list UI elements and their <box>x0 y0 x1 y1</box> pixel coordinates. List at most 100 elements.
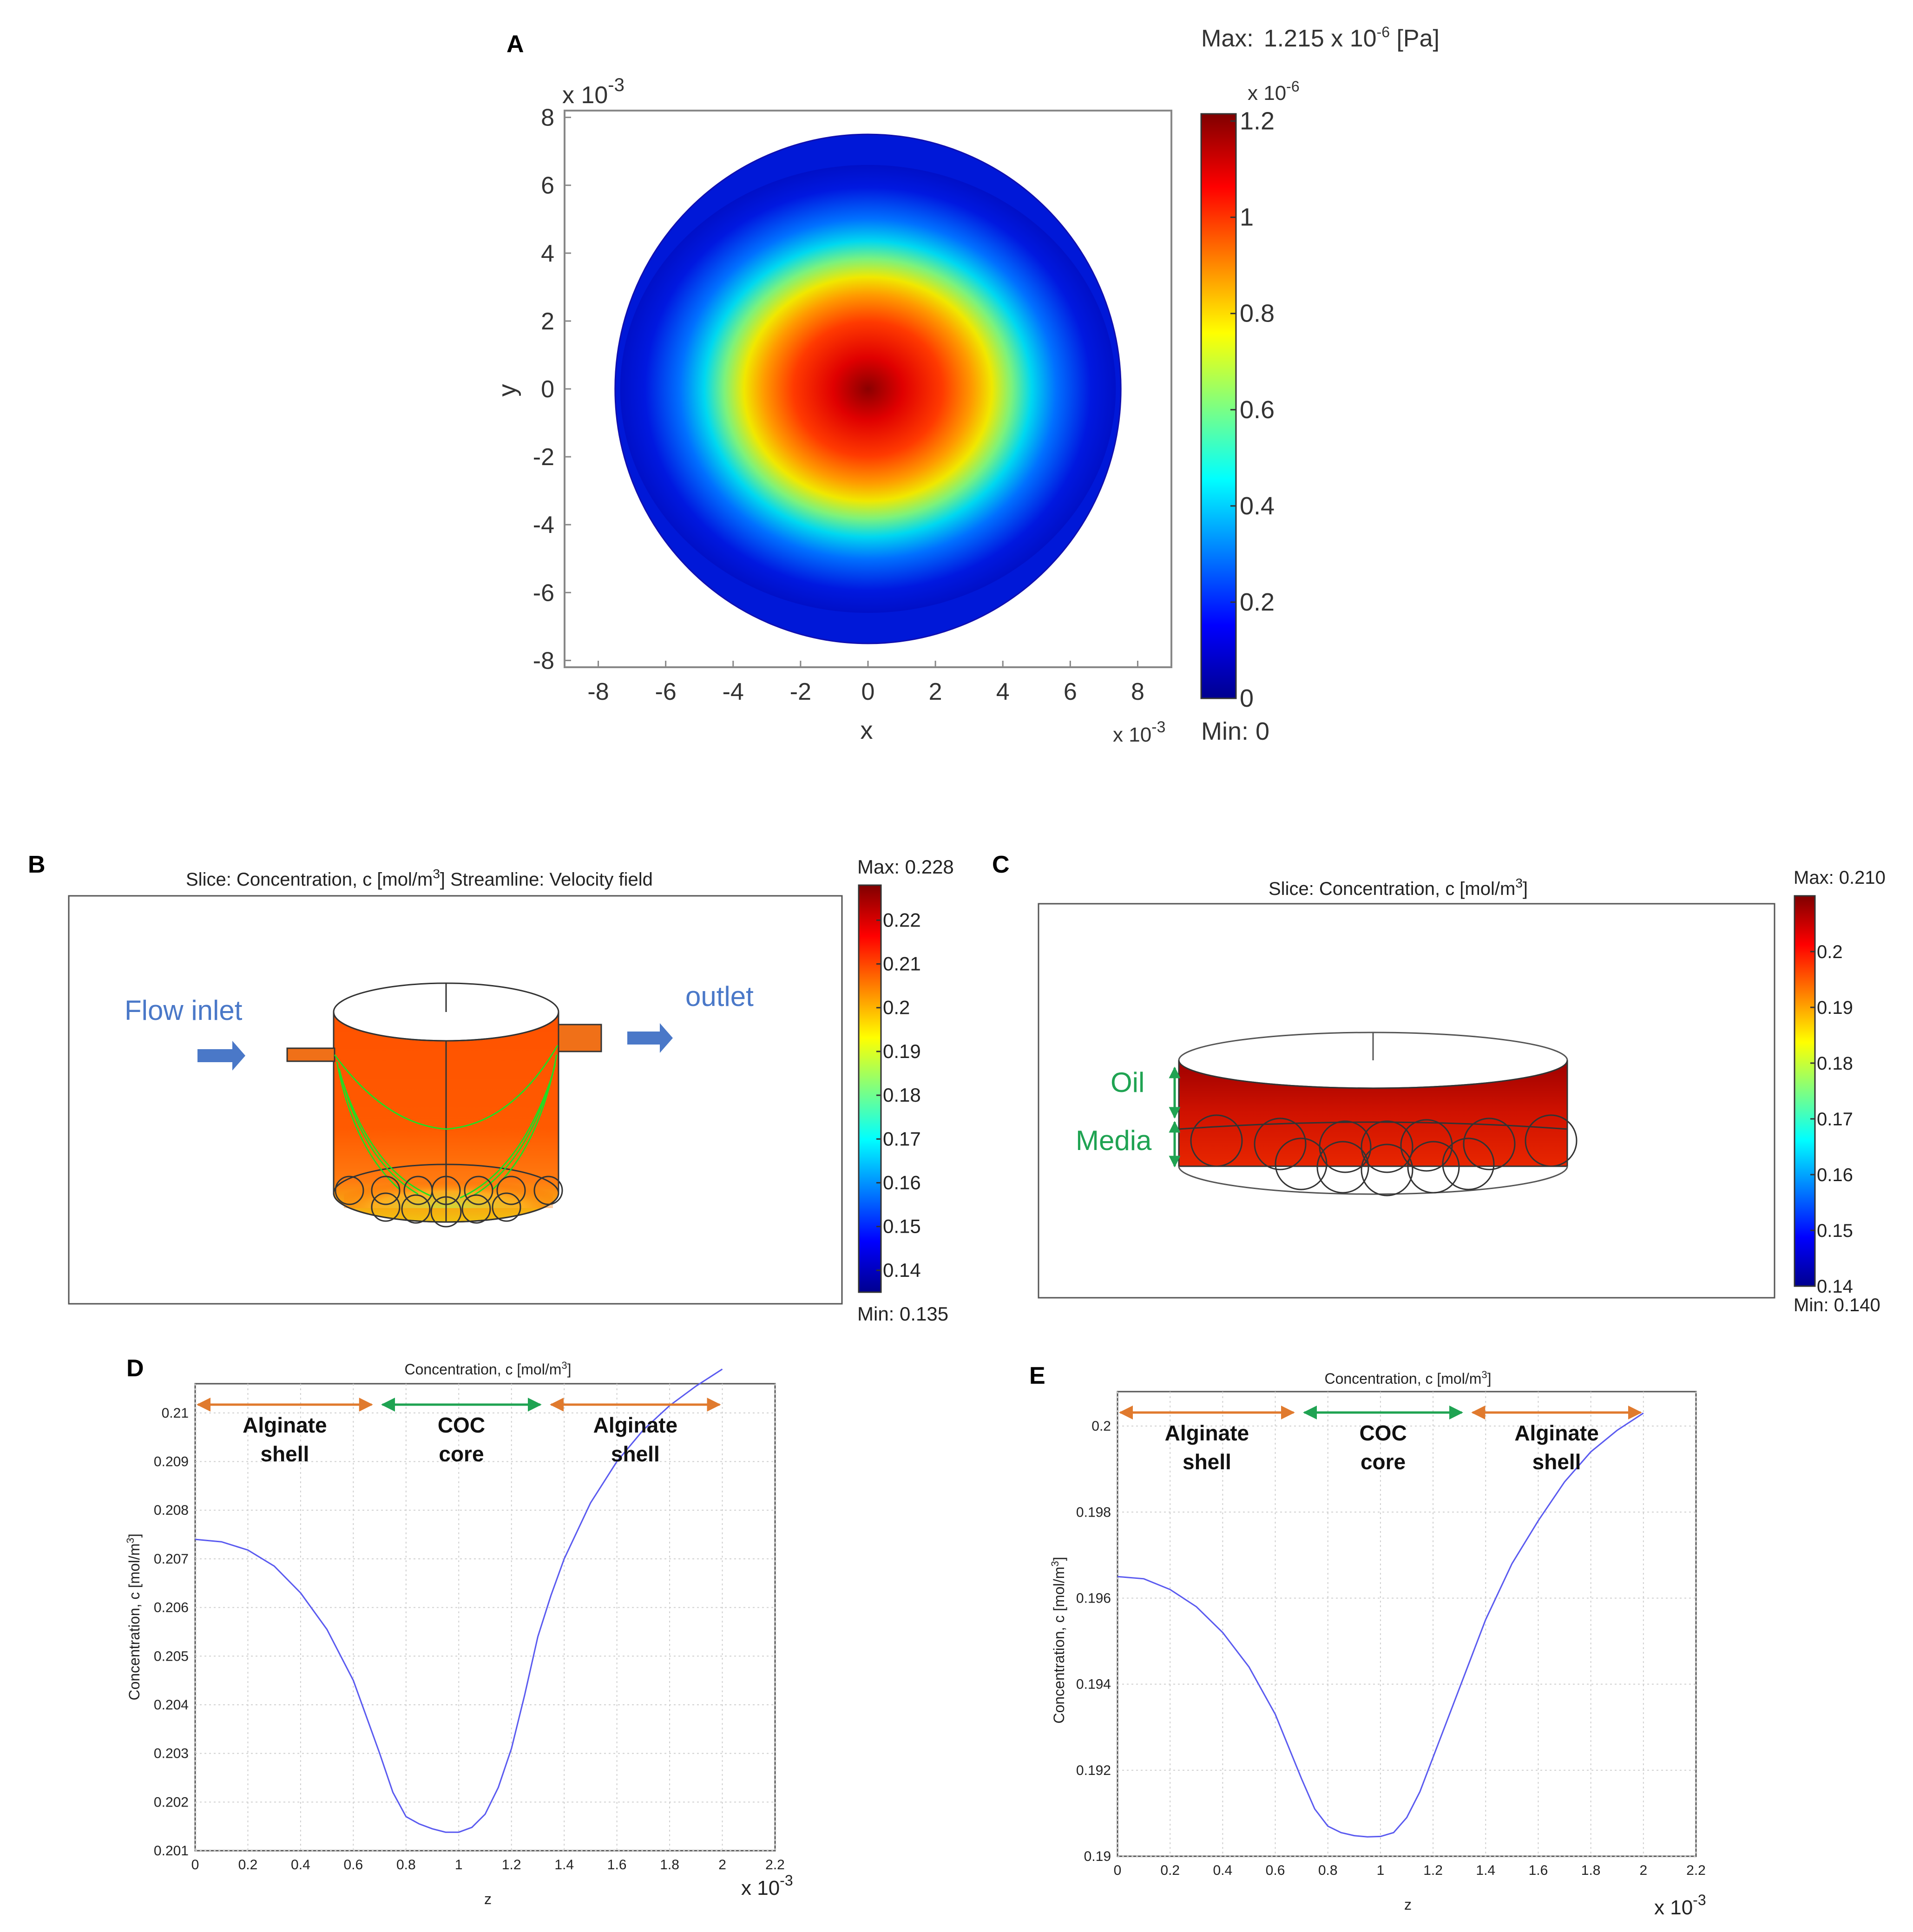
title-d-sup: 3 <box>561 1360 567 1371</box>
title-d: Concentration, c [mol/m3] <box>404 1360 571 1378</box>
colorbar-tick-label-b: 0.14 <box>883 1259 921 1281</box>
x-axis-label-a: x <box>861 716 873 744</box>
bead-c <box>1361 1143 1413 1196</box>
region-label-e: shell <box>1183 1450 1231 1474</box>
media-interface-c <box>1178 1121 1568 1130</box>
x-tick-label-a: -8 <box>587 678 609 705</box>
x-scale-a: x 10-3 <box>1113 718 1165 746</box>
y-scale-base-a: x 10 <box>562 82 608 109</box>
bead-b <box>464 1176 493 1205</box>
colorbar-tick-label-a: 0.8 <box>1240 300 1275 328</box>
region-label-e: Alginate <box>1165 1421 1249 1445</box>
x-scale-exp-d: -3 <box>780 1872 793 1889</box>
x-tick-label-e: 2 <box>1639 1863 1647 1878</box>
title-d-text: Concentration, c [mol/m <box>404 1361 561 1378</box>
annotation-outlet: outlet <box>685 981 754 1012</box>
bead-b <box>371 1176 401 1205</box>
reactor-body-c <box>1178 1060 1568 1167</box>
max-readout-label-a: Max: <box>1201 25 1254 52</box>
panel-label-e: E <box>1029 1362 1045 1389</box>
y-tick-label-d: 0.207 <box>154 1551 189 1567</box>
region-label-e: Alginate <box>1514 1421 1598 1445</box>
x-tick-label-a: 2 <box>929 678 942 705</box>
y-tick-label-a: 4 <box>541 240 554 267</box>
streamline-b <box>341 1078 433 1197</box>
colorbar-ticks-c: 0.2 0.19 0.18 0.17 0.16 0.15 0.14 <box>1810 942 1853 1297</box>
title-d-end: ] <box>567 1361 572 1378</box>
y-tick-label-e: 0.196 <box>1076 1590 1111 1606</box>
max-label-c: Max: 0.210 <box>1794 867 1886 888</box>
x-tick-label-d: 1.4 <box>554 1857 574 1873</box>
x-tick-label-e: 1.8 <box>1581 1863 1601 1878</box>
y-tick-label-d: 0.209 <box>154 1454 189 1470</box>
streamline-b <box>460 1073 554 1199</box>
streamlines-b <box>334 1045 559 1199</box>
y-tick-label-a: 2 <box>541 308 554 335</box>
y-tick-label-d: 0.205 <box>154 1649 189 1664</box>
x-tick-label-d: 1 <box>455 1857 463 1873</box>
panel-a: A Max: 1.215 x 10-6 [Pa] -8 -6 -4 -2 0 2 4 6 8864… <box>493 24 1440 746</box>
title-e: Concentration, c [mol/m3] <box>1324 1369 1491 1387</box>
bead-c <box>1400 1119 1453 1172</box>
bead-b <box>430 1196 462 1228</box>
streamline-b <box>336 1061 401 1190</box>
title-c-sup: 3 <box>1515 876 1523 890</box>
colorbar-tick-label-b: 0.19 <box>883 1040 921 1062</box>
y-tick-label-d: 0.206 <box>154 1600 189 1616</box>
y-tick-label-d: 0.201 <box>154 1843 189 1859</box>
region-label-d: Alginate <box>243 1413 327 1437</box>
beads-c <box>1190 1114 1578 1196</box>
x-tick-label-a: 6 <box>1064 678 1077 705</box>
reactor-bottom-rim-c <box>1178 1166 1568 1195</box>
line-plot-e: 0 0.2 0.4 0.6 0.8 1 1.2 1.4 1.6 1.8 2 2.2 0.2 0.198 0.… <box>1076 1391 1706 1878</box>
x-tick-label-e: 0 <box>1114 1863 1122 1878</box>
max-label-b: Max: 0.228 <box>857 856 954 878</box>
annotation-oil: Oil <box>1111 1067 1144 1098</box>
x-tick-label-e: 1.2 <box>1423 1863 1443 1878</box>
x-tick-label-a: -2 <box>790 678 811 705</box>
inlet-pipe-b <box>286 1047 335 1062</box>
x-tick-label-a: 4 <box>996 678 1010 705</box>
y-tick-label-e: 0.192 <box>1076 1763 1111 1778</box>
x-scale-e: x 10-3 <box>1654 1892 1706 1919</box>
domain-edge-a <box>614 133 1122 644</box>
panel-c: C Slice: Concentration, c [mol/m3] <box>992 851 1886 1315</box>
y-tick-label-e: 0.198 <box>1076 1505 1111 1520</box>
y-tick-label-e: 0.2 <box>1091 1419 1111 1434</box>
x-tick-label-d: 0.4 <box>291 1857 310 1873</box>
title-e-end: ] <box>1487 1370 1492 1387</box>
bead-b <box>431 1176 461 1205</box>
bead-c <box>1525 1114 1578 1167</box>
x-tick-label-d: 0 <box>191 1857 199 1873</box>
min-label-c: Min: 0.140 <box>1794 1295 1880 1315</box>
colorbar-tick-label-c: 0.16 <box>1817 1165 1853 1185</box>
region-label-e: core <box>1361 1450 1406 1474</box>
annotation-flow-inlet: Flow inlet <box>125 995 243 1026</box>
y-tick-label-d: 0.208 <box>154 1503 189 1518</box>
bead-c <box>1361 1120 1413 1173</box>
x-scale-exp-e: -3 <box>1693 1892 1706 1908</box>
colorbar-tick-label-b: 0.16 <box>883 1172 921 1194</box>
colorbar-tick-label-b: 0.2 <box>883 997 910 1019</box>
y-axis-label-e-end: ] <box>1051 1557 1067 1561</box>
bead-b <box>461 1194 491 1224</box>
region-label-d: core <box>439 1442 484 1466</box>
region-label-e: shell <box>1532 1450 1581 1474</box>
colorbar-tick-label-a: 1 <box>1240 204 1254 231</box>
min-label-b: Min: 0.135 <box>857 1303 948 1325</box>
colorbar-tick-label-a: 0.6 <box>1240 396 1275 424</box>
colorbar-ticks-a: 1.2 1 0.8 0.6 0.4 0.2 0 <box>1230 107 1275 712</box>
pressure-field-a <box>620 164 1116 613</box>
max-readout-value-a: 1.215 x 10 <box>1264 25 1377 52</box>
title-b: Slice: Concentration, c [mol/m3] Streaml… <box>186 867 653 890</box>
y-scale-a: x 10-3 <box>562 75 625 109</box>
colorbar-tick-label-a: 0.2 <box>1240 588 1275 616</box>
colorbar-scale-a: x 10-6 <box>1248 78 1300 105</box>
y-axis-label-d-sup: 3 <box>125 1538 136 1543</box>
x-tick-label-d: 0.8 <box>396 1857 416 1873</box>
x-tick-label-e: 0.6 <box>1266 1863 1285 1878</box>
colorbar-tick-label-c: 0.17 <box>1817 1109 1853 1130</box>
bead-c <box>1190 1114 1243 1167</box>
bead-b <box>335 1176 364 1205</box>
heatmap-ticks-a: -8 -6 -4 -2 0 2 4 6 8 8 6 4 2 0 -2 -4 -6 -8 <box>533 105 1144 705</box>
